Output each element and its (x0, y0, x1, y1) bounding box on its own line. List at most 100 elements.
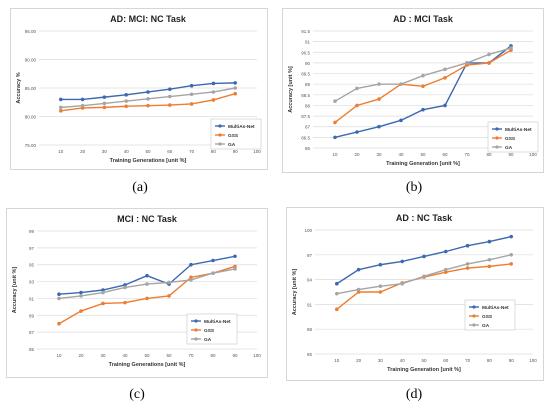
data-point (101, 301, 105, 306)
data-point (189, 92, 194, 97)
series-line (336, 254, 512, 295)
data-point (509, 262, 513, 266)
data-point (59, 97, 63, 102)
data-point (509, 46, 513, 50)
y-tick-label: 75.00 (25, 143, 37, 148)
x-tick-label: 40 (124, 149, 130, 154)
data-point (400, 259, 404, 264)
series-line (60, 93, 236, 112)
x-tick-label: 60 (443, 358, 449, 363)
data-point (146, 90, 150, 94)
x-tick-label: 20 (356, 358, 362, 363)
data-point (444, 249, 448, 254)
x-tick-label: 50 (421, 358, 427, 363)
panel-caption-b: (b) (405, 180, 423, 195)
y-tick-label: 88 (305, 103, 311, 108)
data-point (355, 86, 359, 91)
panel-caption-c: (c) (129, 387, 145, 402)
data-point (102, 105, 107, 110)
data-point (378, 290, 383, 294)
x-tick-label: 20 (80, 149, 86, 154)
chart-title: AD : NC Task (396, 213, 453, 223)
y-tick-label: 91 (307, 302, 313, 307)
data-point (333, 135, 337, 140)
data-point (145, 296, 149, 301)
y-tick-label: 91.5 (301, 29, 310, 34)
chart-title: AD : MCI Task (393, 14, 454, 24)
legend-marker (218, 142, 222, 146)
x-tick-label: 10 (58, 149, 64, 154)
chart-frame-b: AD : MCI Task 86 86.5 87 87.5 88 88.5 89 89.5 90 9… (282, 8, 544, 173)
data-point (400, 281, 404, 286)
x-tick-label: 40 (398, 152, 404, 157)
data-point (146, 103, 150, 108)
x-tick-label: 40 (400, 358, 406, 363)
data-point (356, 290, 361, 294)
x-axis-label: Training Generation [unit %] (387, 367, 461, 373)
data-point (335, 281, 339, 286)
data-point (79, 309, 83, 313)
x-tick-label: 60 (442, 152, 448, 157)
chart-svg: AD: MCI: NC Task 75.00 80.00 85.00 90.00 95.0… (16, 14, 262, 164)
legend-marker (218, 124, 222, 128)
legend-label: GSS (482, 314, 493, 320)
y-tick-label: 95 (29, 263, 35, 268)
legend-label: GA (204, 337, 212, 343)
x-tick-label: 10 (334, 358, 340, 363)
data-point (422, 254, 426, 259)
data-point (167, 280, 171, 285)
data-point (124, 93, 128, 97)
data-point (59, 105, 63, 110)
legend-label: GA (228, 142, 236, 148)
legend-marker (495, 136, 499, 140)
legend-marker (472, 305, 476, 309)
y-axis-label: Accuracy % (16, 72, 22, 103)
legend-label: MultiAs-Net (482, 305, 509, 311)
data-point (335, 307, 339, 312)
legend-label: GSS (204, 328, 215, 334)
data-point (465, 243, 470, 248)
y-tick-label: 86.5 (301, 135, 310, 140)
data-point (101, 290, 105, 295)
data-point (377, 97, 381, 101)
data-point (399, 82, 403, 86)
data-point (444, 270, 448, 274)
y-tick-label: 90 (305, 61, 311, 66)
data-point (233, 254, 237, 259)
x-tick-label: 90 (232, 353, 238, 358)
legend-marker (218, 133, 222, 137)
data-point (233, 86, 237, 90)
x-tick-label: 30 (100, 353, 106, 358)
chart-frame-c: MCI : NC Task 85 87 89 91 93 95 97 99 10 20 30 40 50 6… (6, 208, 268, 378)
x-tick-label: 80 (211, 149, 217, 154)
x-tick-label: 60 (166, 353, 172, 358)
y-tick-label: 88 (307, 327, 313, 332)
data-point (102, 101, 107, 106)
legend-marker (194, 328, 198, 332)
chart-frame-d: AD : NC Task 85 88 91 94 97 100 10 20 30 40 50 60 70 8… (286, 207, 544, 381)
x-tick-label: 60 (167, 149, 173, 154)
x-tick-label: 30 (376, 152, 382, 157)
data-point (101, 288, 105, 292)
y-tick-label: 85 (29, 347, 35, 352)
x-tick-label: 70 (189, 149, 195, 154)
data-point (233, 267, 237, 271)
legend-label: GSS (505, 136, 516, 142)
y-tick-label: 97 (29, 246, 35, 251)
data-point (487, 61, 491, 65)
x-tick-label: 70 (464, 152, 470, 157)
y-axis-label: Accuracy [unit %] (12, 267, 18, 314)
y-tick-label: 87 (305, 125, 311, 130)
legend-label: GA (482, 323, 490, 329)
chart-title: MCI : NC Task (117, 214, 178, 224)
panel-caption-a: (a) (132, 180, 148, 195)
legend-marker (472, 314, 476, 318)
data-point (487, 239, 492, 244)
data-point (102, 95, 107, 99)
data-point (335, 291, 339, 296)
y-tick-label: 100 (304, 228, 312, 233)
y-tick-label: 90.5 (301, 50, 310, 55)
data-point (168, 87, 172, 91)
data-point (189, 83, 194, 88)
legend-marker (194, 319, 198, 323)
